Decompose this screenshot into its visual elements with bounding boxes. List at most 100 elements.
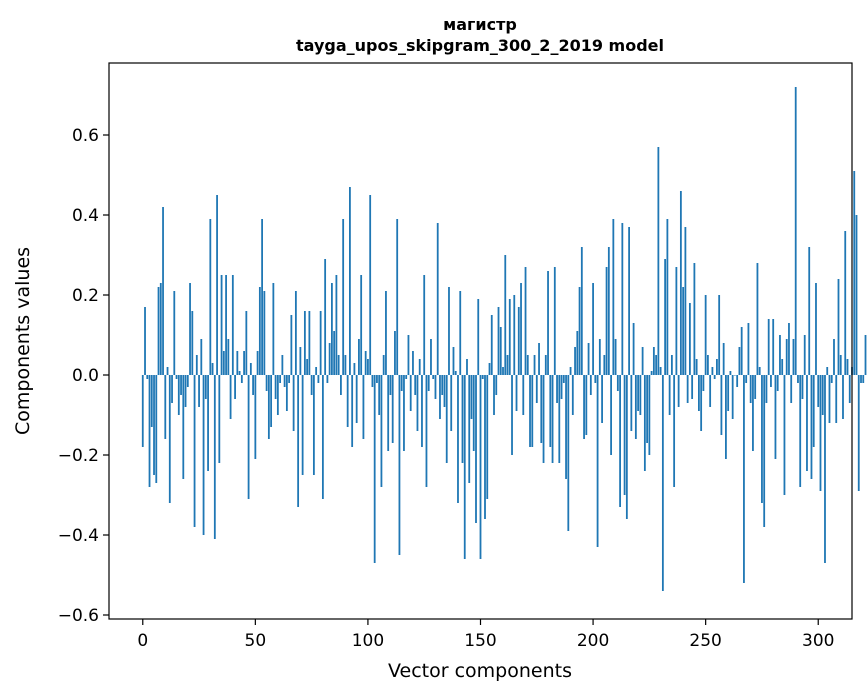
bar [207,375,209,471]
bar [601,375,603,423]
bar [788,323,790,375]
bar [391,375,394,443]
bar [484,375,486,519]
bar [736,375,739,387]
bar [815,283,817,375]
bar [808,247,811,375]
bar [281,355,284,375]
bar [380,375,383,487]
bar [222,351,225,375]
bar [398,375,401,555]
bar [594,375,597,383]
bar [355,375,358,423]
bar [761,375,763,503]
bar [835,375,838,423]
bar [693,263,696,375]
bar [612,219,615,375]
bar [707,355,709,375]
bar [486,375,489,499]
bar [270,375,273,427]
bar [556,375,558,403]
bar [664,259,667,375]
bar [488,363,491,375]
bar [369,195,372,375]
bar [213,375,216,539]
bar [265,375,268,391]
bar [443,375,446,407]
bar [729,371,732,375]
bar [423,275,426,375]
bar [779,335,781,375]
bar [326,375,329,383]
bar [855,215,858,375]
bar [799,375,802,487]
bar [670,355,673,375]
bar [189,283,191,375]
bar [508,299,511,375]
bar [576,331,579,375]
bar [317,375,320,383]
bar [544,355,547,375]
bar [321,375,324,499]
bar [200,339,203,375]
bar [376,375,378,383]
bar [164,375,167,439]
bar [549,375,552,447]
bar [191,311,194,375]
bar [738,347,741,375]
bar [231,275,234,375]
bar [569,367,572,375]
bar [754,375,757,399]
x-tick-label: 100 [352,631,384,651]
bar [704,295,707,375]
bar [182,375,185,479]
bar [700,375,703,431]
plot-frame [108,62,853,620]
bar [677,375,680,407]
bar [220,275,223,375]
bar [520,283,522,375]
bar [387,375,390,451]
bar [414,375,417,395]
bar [279,375,282,383]
bar [358,339,360,375]
bar [625,375,628,519]
bar [688,303,691,375]
bar [238,371,241,375]
bar [819,375,822,491]
bar [202,375,205,535]
bar [407,335,410,375]
bar [650,371,653,375]
bar [646,375,649,443]
bar [806,375,808,471]
bar [709,375,712,407]
bar [493,375,495,415]
bar [513,295,516,375]
bar [301,375,304,475]
bar [803,335,806,375]
bar [256,351,259,375]
bar [657,147,660,375]
bar [283,375,286,387]
bar [159,283,162,375]
bar [472,375,475,451]
bar [225,275,227,375]
x-tick-label: 50 [245,631,267,651]
bar [421,375,423,447]
bar [529,375,531,447]
bar [459,291,462,375]
bar [495,375,498,395]
bar [504,255,507,375]
bar [655,355,658,375]
bar [303,311,306,375]
bar [619,375,621,507]
bar [430,339,432,375]
bar [351,375,354,447]
bar [328,343,331,375]
bar [511,375,513,455]
bar [173,291,176,375]
bar [378,375,381,415]
y-tick-label: −0.6 [58,606,99,626]
bar [373,375,376,563]
